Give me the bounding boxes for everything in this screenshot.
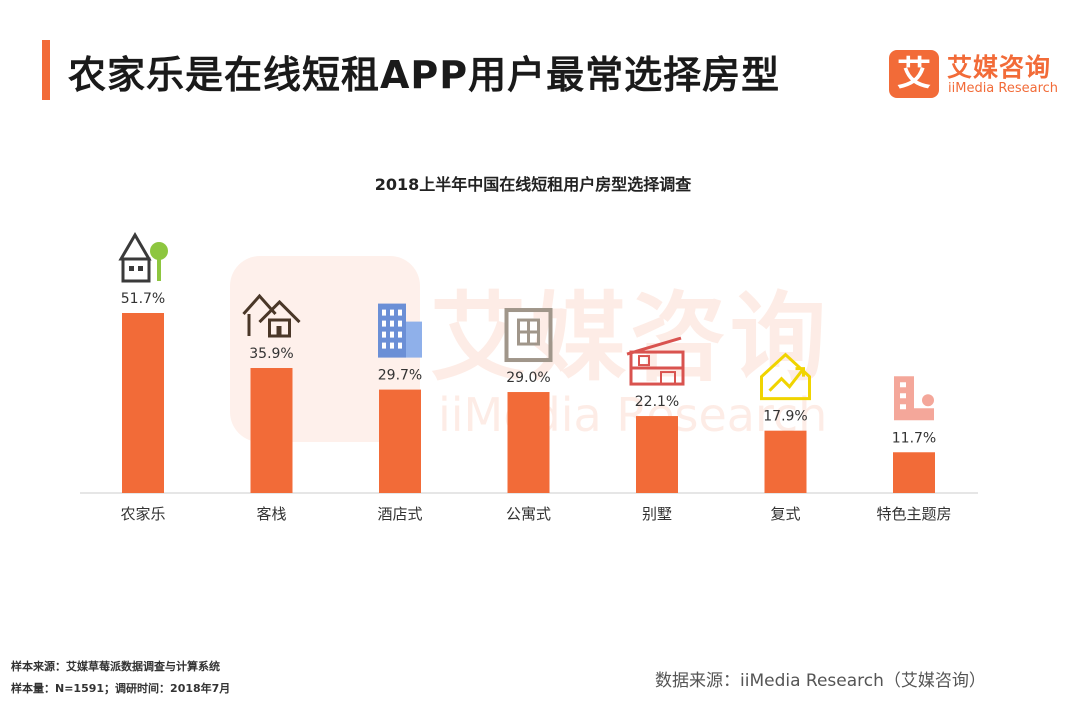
bar-1: [122, 313, 164, 493]
bar-4: [507, 392, 550, 493]
hotel-building-icon: [378, 303, 422, 358]
apartment-icon: [504, 308, 553, 363]
data-label-4: 29.0%: [506, 370, 550, 386]
bar-5: [636, 416, 678, 493]
footnote-data-source: 数据来源：iiMedia Research（艾媒咨询）: [655, 671, 986, 691]
data-label-7: 11.7%: [892, 430, 936, 446]
logo-name-en: iiMedia Research: [948, 81, 1059, 96]
watermark-name-cn: 艾媒咨询: [430, 282, 830, 394]
category-label-7: 特色主题房: [876, 505, 951, 523]
bar-6: [764, 430, 807, 493]
category-label-1: 农家乐: [120, 505, 165, 523]
brand-logo: 艾 艾媒咨询 iiMedia Research: [889, 50, 1069, 102]
villa-icon: [626, 336, 685, 386]
bar-3: [379, 389, 421, 493]
theme-room-icon: [894, 376, 934, 421]
bar-2: [250, 368, 293, 493]
inn-icon: [242, 293, 301, 338]
logo-name-cn: 艾媒咨询: [947, 53, 1052, 82]
page-title: 农家乐是在线短租APP用户最常选择房型: [68, 53, 781, 97]
data-label-6: 17.9%: [763, 409, 807, 425]
data-label-2: 35.9%: [249, 346, 293, 362]
bar-7: [893, 452, 935, 493]
footnote-sample-size: 样本量：N=1591；调研时间：2018年7月: [11, 682, 231, 695]
category-label-2: 客栈: [256, 505, 286, 523]
category-label-5: 别墅: [642, 505, 672, 523]
category-label-6: 复式: [770, 505, 800, 523]
logo-mark: 艾: [889, 50, 939, 98]
farmhouse-icon: [118, 232, 168, 283]
data-label-5: 22.1%: [635, 394, 679, 410]
category-label-3: 酒店式: [377, 505, 422, 523]
duplex-icon: [760, 352, 811, 401]
footnote-sample-source: 样本来源：艾媒草莓派数据调查与计算系统: [11, 660, 220, 673]
data-label-1: 51.7%: [121, 291, 165, 307]
chart-title: 2018上半年中国在线短租用户房型选择调查: [374, 175, 692, 194]
data-label-3: 29.7%: [378, 368, 422, 384]
footnote-sample: 样本来源：艾媒草莓派数据调查与计算系统 样本量：N=1591；调研时间：2018…: [11, 656, 230, 700]
title-accent-bar: [42, 40, 50, 100]
category-label-4: 公寓式: [506, 505, 551, 523]
